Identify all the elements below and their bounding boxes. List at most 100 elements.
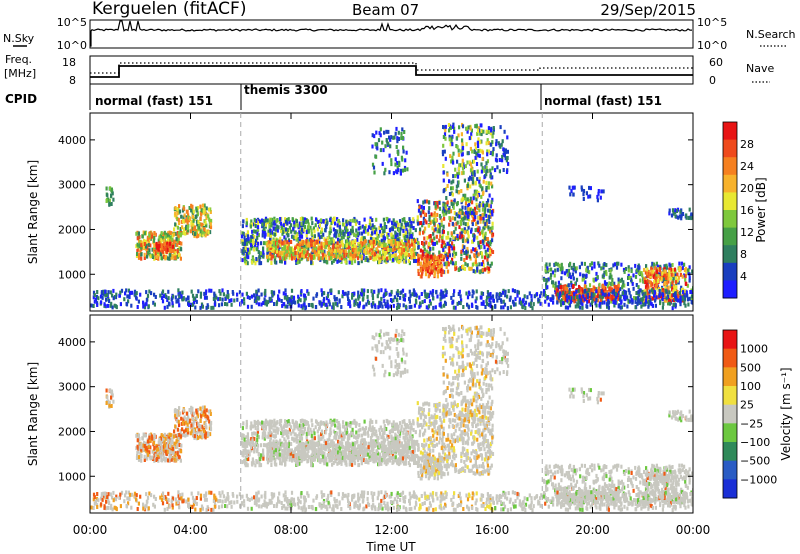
power-cell [200, 212, 203, 217]
power-cell [196, 212, 199, 217]
power-cell [278, 239, 281, 244]
power-cell [448, 128, 451, 133]
power-cell [585, 191, 588, 196]
power-cell [475, 123, 478, 128]
power-cell [274, 255, 277, 260]
power-cell [659, 294, 662, 299]
power-cell [580, 261, 583, 266]
power-cell [474, 155, 477, 160]
power-cell [677, 298, 680, 303]
power-cell [566, 305, 570, 310]
power-cell [167, 289, 170, 294]
power-cell [180, 247, 183, 252]
power-cell [479, 140, 482, 145]
power-cell [500, 305, 503, 310]
power-cell [548, 262, 551, 267]
power-cell [310, 243, 313, 248]
power-cell [251, 234, 254, 238]
power-cell [268, 256, 271, 261]
power-cell [691, 269, 693, 274]
power-cell [682, 297, 685, 302]
power-cell [446, 269, 450, 274]
power-cell [359, 254, 362, 259]
power-cell [544, 299, 547, 304]
power-cell [277, 296, 280, 301]
power-cell [318, 223, 321, 228]
power-cell [201, 230, 204, 235]
power-cell [446, 256, 449, 261]
power-cell [336, 241, 339, 246]
power-cell [634, 263, 637, 268]
power-cell [388, 239, 391, 244]
power-cell [635, 283, 638, 287]
power-cell [608, 281, 611, 286]
power-cell [391, 227, 394, 232]
power-cell [108, 299, 111, 303]
power-cell [263, 241, 266, 246]
power-cell [329, 218, 332, 222]
power-cell [575, 277, 579, 282]
power-cell [271, 239, 274, 244]
power-cell [145, 290, 148, 295]
power-cell [459, 301, 462, 306]
power-cell [416, 241, 420, 245]
power-cell [105, 297, 108, 302]
power-cell [380, 238, 383, 243]
power-cell [92, 304, 95, 308]
power-cell [186, 220, 189, 225]
power-cell [143, 238, 146, 243]
power-cell [383, 229, 386, 234]
power-cell [286, 252, 289, 257]
power-cell [236, 292, 239, 297]
power-cell [401, 288, 405, 293]
power-cell [654, 303, 657, 308]
power-cell [386, 245, 389, 250]
power-cell [392, 135, 395, 140]
power-cell [258, 258, 261, 263]
power-cell [489, 174, 492, 179]
power-cell [685, 215, 688, 220]
power-cell [452, 250, 455, 254]
power-cell [218, 303, 221, 308]
power-cell [547, 302, 550, 307]
power-cell [192, 227, 195, 231]
power-cell [242, 231, 245, 236]
power-cell [418, 231, 421, 236]
nave-tick-top: 60 [709, 56, 723, 69]
power-cell [473, 247, 476, 252]
power-cell [404, 258, 407, 263]
power-cell [474, 256, 477, 261]
power-cell [546, 295, 549, 300]
power-cell [422, 221, 425, 226]
power-cell [298, 259, 301, 264]
power-cell [451, 241, 454, 246]
power-cell [92, 295, 95, 300]
power-cell [231, 290, 234, 294]
power-cell [408, 243, 411, 248]
power-cell [174, 295, 177, 300]
power-cell [266, 243, 269, 248]
power-cell [266, 254, 269, 259]
power-cell [210, 288, 213, 293]
power-cell [179, 256, 182, 261]
power-cell [282, 230, 285, 234]
power-cell [599, 298, 602, 302]
power-cell [366, 294, 369, 299]
power-cell [582, 289, 585, 294]
power-cell [565, 269, 568, 274]
power-cell [174, 222, 177, 227]
power-cell [456, 220, 459, 225]
power-cell [334, 257, 337, 262]
power-cell [478, 128, 481, 133]
power-cell [499, 298, 503, 303]
power-cell [291, 217, 294, 222]
power-cell [290, 295, 293, 300]
power-cell [338, 250, 341, 255]
power-cell [612, 294, 615, 299]
power-cell [340, 259, 343, 264]
power-cell [296, 254, 300, 259]
power-cell [161, 249, 164, 254]
power-cell [636, 301, 639, 306]
power-cell [105, 199, 108, 203]
power-cell [245, 233, 248, 238]
